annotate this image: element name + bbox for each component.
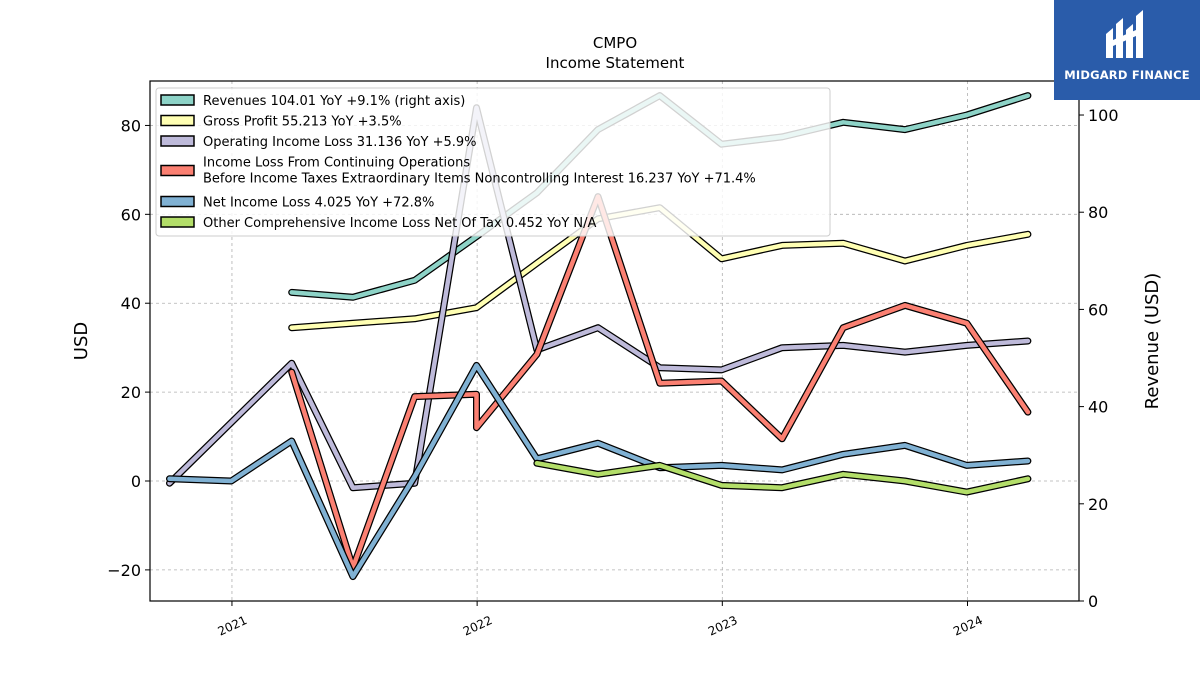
plot-frame — [149, 80, 1080, 602]
midgard-monogram-icon — [1106, 10, 1143, 58]
legend-label-3: Before Income Taxes Extraordinary Items … — [203, 172, 756, 187]
x-tick-label: 2024 — [951, 613, 985, 639]
legend: Revenues 104.01 YoY +9.1% (right axis) Gr… — [155, 87, 831, 237]
y2-tick-label: 0 — [1088, 592, 1098, 611]
legend-swatch-1 — [160, 114, 195, 127]
series-line-5 — [534, 460, 1031, 495]
legend-label-2: Operating Income Loss 31.136 YoY +5.9% — [203, 135, 477, 150]
chart-title: CMPO — [593, 34, 637, 52]
legend-label-1: Gross Profit 55.213 YoY +3.5% — [203, 115, 402, 130]
y-tick-label: 60 — [121, 205, 141, 224]
legend-label-5: Other Comprehensive Income Loss Net Of T… — [203, 216, 597, 231]
y2-tick-label: 100 — [1088, 106, 1119, 125]
series-layer — [166, 92, 1032, 581]
y2-tick-label: 60 — [1088, 300, 1108, 319]
legend-swatch-0 — [160, 94, 195, 106]
series-line-4 — [167, 363, 1031, 579]
legend-swatch-3 — [160, 164, 195, 177]
legend-label-3: Income Loss From Continuing Operations — [203, 156, 470, 171]
legend-swatch-5 — [160, 216, 195, 228]
y2-axis-label: Revenue (USD) — [1142, 273, 1163, 410]
y-tick-label: 20 — [121, 383, 141, 402]
y2-tick-label: 40 — [1088, 398, 1108, 417]
y-tick-label: 0 — [131, 472, 141, 491]
legend-box — [155, 87, 831, 237]
y2-tick-label: 20 — [1088, 495, 1108, 514]
legend-label-0: Revenues 104.01 YoY +9.1% (right axis) — [203, 94, 465, 109]
series-line-2 — [167, 105, 1031, 490]
logo-text: MIDGARD FINANCE — [1064, 68, 1190, 82]
chart-subtitle: Income Statement — [546, 54, 685, 72]
midgard-finance-logo: MIDGARD FINANCE — [1054, 0, 1200, 100]
axes: −20 0 20 40 60 80 0 20 40 60 80 100 2021 2022 2023 2024 — [107, 106, 1118, 639]
legend-label-4: Net Income Loss 4.025 YoY +72.8% — [203, 196, 434, 211]
x-tick-label: 2022 — [461, 613, 495, 639]
y-axis-label: USD — [71, 322, 92, 360]
x-tick-label: 2023 — [706, 613, 740, 639]
y-tick-label: 80 — [121, 116, 141, 135]
legend-swatch-2 — [160, 135, 195, 147]
x-tick-label: 2021 — [216, 613, 250, 639]
legend-swatch-4 — [160, 195, 195, 208]
y-tick-label: 40 — [121, 294, 141, 313]
y2-tick-label: 80 — [1088, 203, 1108, 222]
series-line-3 — [289, 194, 1031, 570]
y-tick-label: −20 — [107, 561, 141, 580]
